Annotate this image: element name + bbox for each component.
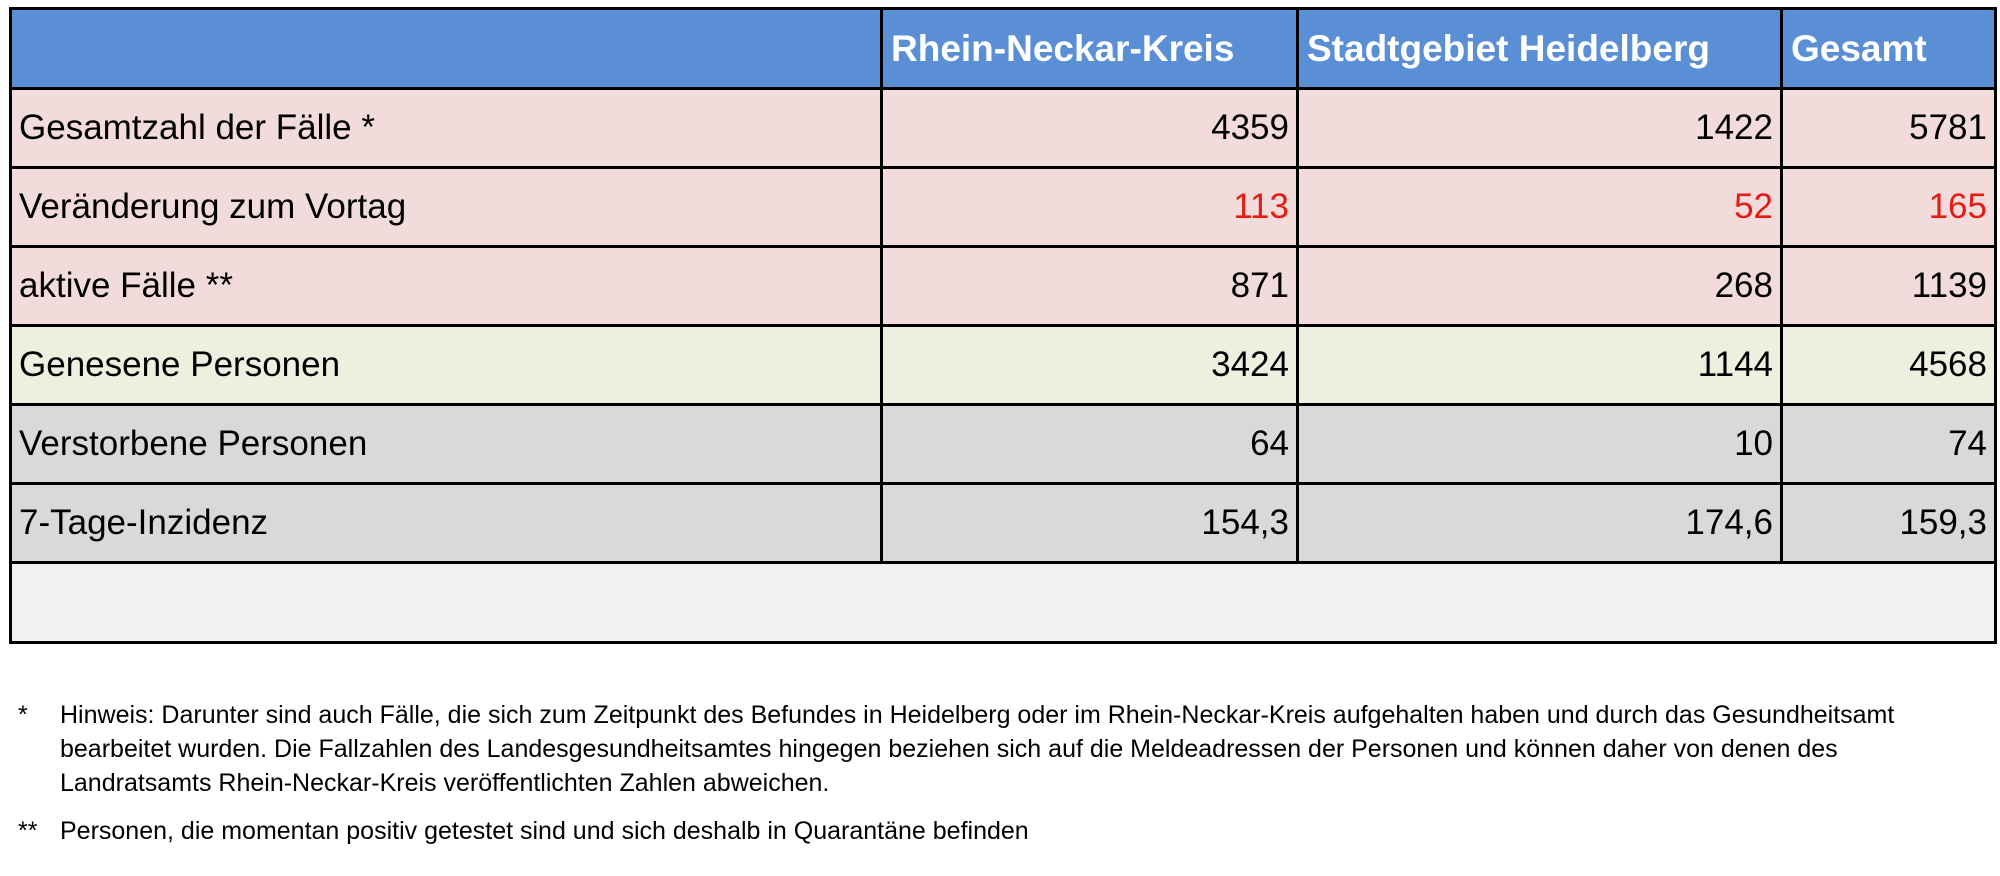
cell-stadtgebiet-heidelberg: 10 [1296,403,1783,485]
row-label: Genesene Personen [9,324,883,406]
header-stadtgebiet-heidelberg: Stadtgebiet Heidelberg [1296,7,1783,90]
cell-stadtgebiet-heidelberg: 268 [1296,245,1783,327]
table-row-change-previous-day: Veränderung zum Vortag 113 52 165 [9,166,1997,248]
cell-gesamt: 5781 [1780,87,1997,169]
cell-stadtgebiet-heidelberg: 1144 [1296,324,1783,406]
cell-gesamt: 4568 [1780,324,1997,406]
cell-rhein-neckar-kreis: 3424 [880,324,1299,406]
cell-stadtgebiet-heidelberg: 174,6 [1296,482,1783,564]
table-row-empty [9,561,1997,644]
footnote-single-asterisk: * Hinweis: Darunter sind auch Fälle, die… [18,698,1988,800]
footnote-marker: * [18,701,28,729]
cell-rhein-neckar-kreis: 64 [880,403,1299,485]
row-label: 7-Tage-Inzidenz [9,482,883,564]
table-row-deceased: Verstorbene Personen 64 10 74 [9,403,1997,485]
row-label: Verstorbene Personen [9,403,883,485]
statistics-table: Rhein-Neckar-Kreis Stadtgebiet Heidelber… [9,7,1997,644]
table-row-recovered: Genesene Personen 3424 1144 4568 [9,324,1997,406]
table-row-7-day-incidence: 7-Tage-Inzidenz 154,3 174,6 159,3 [9,482,1997,564]
cell-rhein-neckar-kreis: 154,3 [880,482,1299,564]
cell-gesamt: 74 [1780,403,1997,485]
footnote-double-asterisk: ** Personen, die momentan positiv getest… [18,814,1988,848]
footnote-text: Hinweis: Darunter sind auch Fälle, die s… [60,701,1895,797]
row-label: Gesamtzahl der Fälle * [9,87,883,169]
header-cell-empty [9,7,883,90]
header-rhein-neckar-kreis: Rhein-Neckar-Kreis [880,7,1299,90]
cell-rhein-neckar-kreis: 113 [880,166,1299,248]
cell-gesamt: 165 [1780,166,1997,248]
table-row-active-cases: aktive Fälle ** 871 268 1139 [9,245,1997,327]
footnotes: * Hinweis: Darunter sind auch Fälle, die… [18,698,1988,848]
footnote-text: Personen, die momentan positiv getestet … [60,817,1029,845]
cell-rhein-neckar-kreis: 4359 [880,87,1299,169]
cell-rhein-neckar-kreis: 871 [880,245,1299,327]
table-header-row: Rhein-Neckar-Kreis Stadtgebiet Heidelber… [9,7,1997,90]
cell-gesamt: 159,3 [1780,482,1997,564]
row-label: Veränderung zum Vortag [9,166,883,248]
table-row-total-cases: Gesamtzahl der Fälle * 4359 1422 5781 [9,87,1997,169]
row-label: aktive Fälle ** [9,245,883,327]
empty-cell [9,561,1997,644]
footnote-marker: ** [18,817,38,845]
cell-stadtgebiet-heidelberg: 1422 [1296,87,1783,169]
cell-gesamt: 1139 [1780,245,1997,327]
cell-stadtgebiet-heidelberg: 52 [1296,166,1783,248]
header-gesamt: Gesamt [1780,7,1997,90]
